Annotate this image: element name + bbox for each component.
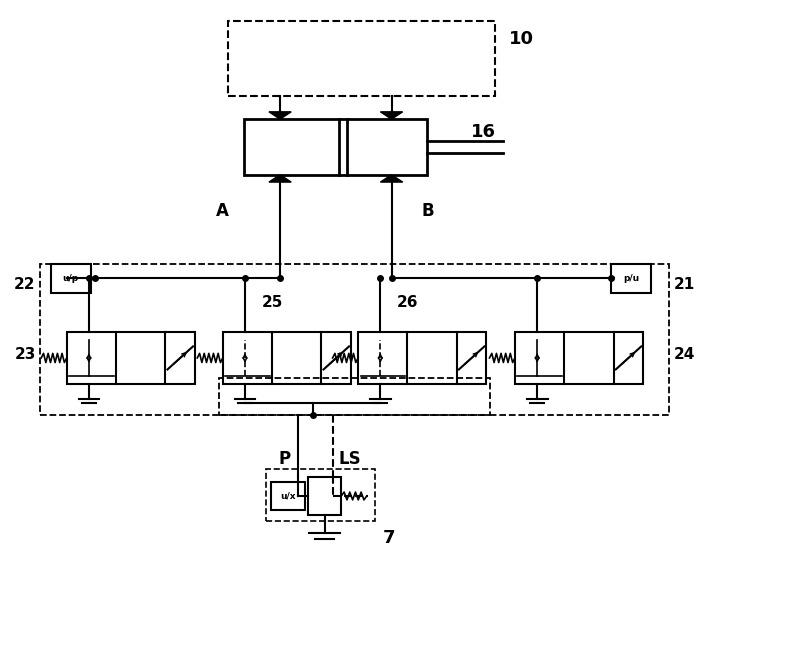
Text: 7: 7 <box>383 529 396 547</box>
Bar <box>611 263 651 292</box>
Text: 21: 21 <box>674 277 695 292</box>
Text: 23: 23 <box>14 347 36 362</box>
Bar <box>266 469 375 522</box>
Text: u/x: u/x <box>280 491 296 501</box>
Bar <box>223 332 351 384</box>
Bar <box>358 332 487 384</box>
Bar <box>244 119 427 175</box>
Bar <box>271 482 304 510</box>
Text: 26: 26 <box>397 295 418 310</box>
Bar <box>66 332 195 384</box>
Bar <box>229 21 495 97</box>
Text: 25: 25 <box>261 295 283 310</box>
Text: p/u: p/u <box>623 273 639 283</box>
Text: A: A <box>217 202 229 219</box>
Text: 10: 10 <box>510 30 535 49</box>
Bar <box>515 332 643 384</box>
Text: B: B <box>421 202 434 219</box>
Polygon shape <box>269 175 291 182</box>
Text: LS: LS <box>339 450 361 468</box>
Text: 24: 24 <box>674 347 696 362</box>
Bar <box>51 263 90 292</box>
Text: P: P <box>278 450 290 468</box>
Text: 22: 22 <box>14 277 36 292</box>
Bar <box>308 477 341 515</box>
Polygon shape <box>380 175 403 182</box>
Polygon shape <box>269 112 291 119</box>
Text: 16: 16 <box>471 124 496 141</box>
Text: u/p: u/p <box>62 273 79 283</box>
Bar <box>219 378 491 415</box>
Bar <box>40 264 669 415</box>
Polygon shape <box>380 112 403 119</box>
